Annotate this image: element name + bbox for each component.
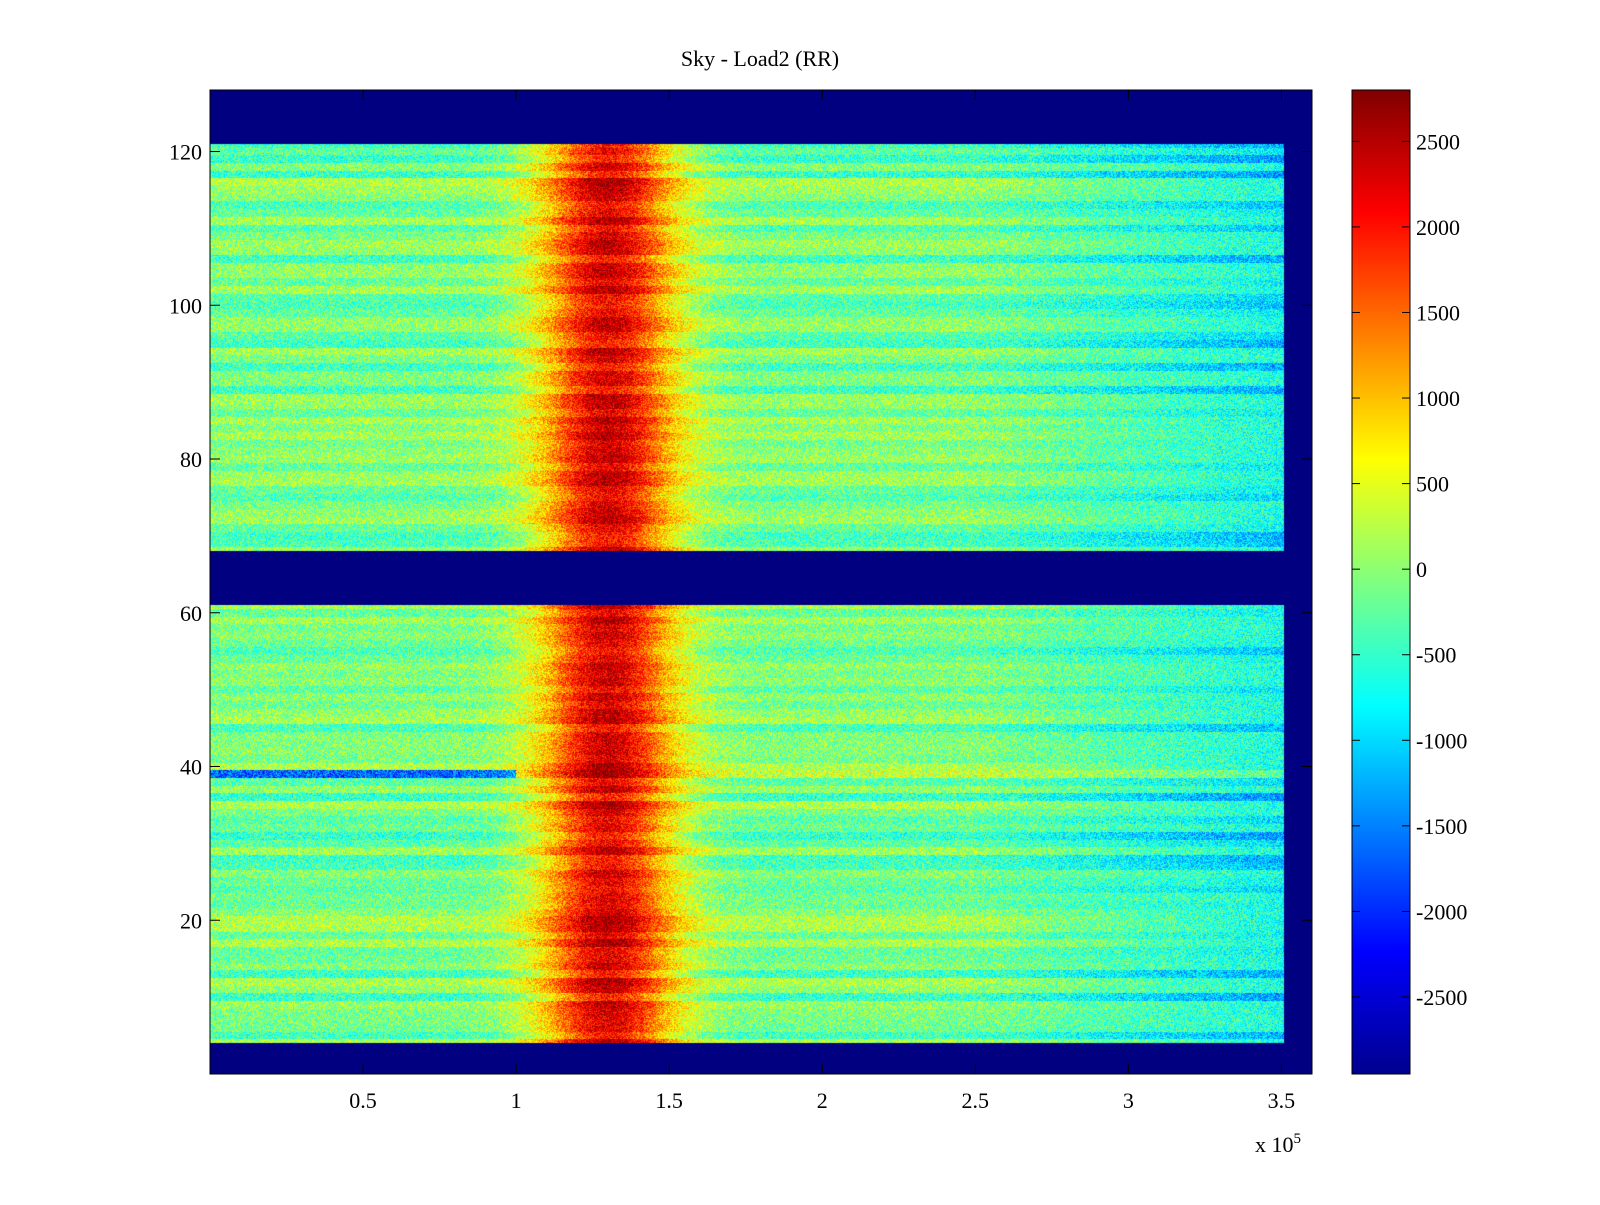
y-tick-label: 100 [169,293,202,318]
x-axis: 0.5 1 1.5 2 2.5 3 3.5 [349,90,1295,1113]
x-tick-label: 1 [511,1088,522,1113]
x-axis-multiplier-base: x 10 [1255,1132,1294,1157]
colorbar-tick-label: -2000 [1416,899,1467,924]
x-tick-label: 2 [817,1088,828,1113]
colorbar-tick-label: 1000 [1416,386,1460,411]
y-tick-label: 20 [180,908,202,933]
colorbar-tick-label: 0 [1416,557,1427,582]
colorbar-tick-label: 1500 [1416,300,1460,325]
chart-title: Sky - Load2 (RR) [681,46,839,71]
y-axis: 20 40 60 80 100 120 [169,140,1312,933]
colorbar-tick-label: 2000 [1416,215,1460,240]
x-tick-label: 1.5 [655,1088,683,1113]
colorbar-tick-label: -500 [1416,643,1456,668]
x-tick-label: 3.5 [1268,1088,1296,1113]
y-tick-label: 40 [180,755,202,780]
heatmap-plot-area [210,90,1312,1074]
colorbar-tick-label: -1500 [1416,814,1467,839]
axes-frame [209,89,1313,1075]
colorbar-axis: 2500 2000 1500 1000 500 0 -500 -1000 -1500 -2000 -… [1352,129,1467,1010]
x-tick-label: 0.5 [349,1088,377,1113]
y-tick-label: 80 [180,447,202,472]
heatmap-image [210,90,1312,1074]
colorbar-tick-label: -2500 [1416,985,1467,1010]
colorbar-tick-label: 500 [1416,472,1449,497]
colorbar-tick-label: 2500 [1416,129,1460,154]
colorbar [1351,89,1411,1075]
x-tick-label: 2.5 [962,1088,990,1113]
x-axis-multiplier-exponent: 5 [1294,1131,1302,1147]
y-tick-label: 120 [169,140,202,165]
colorbar-tick-label: -1000 [1416,728,1467,753]
y-tick-label: 60 [180,601,202,626]
x-axis-multiplier: x 105 [1255,1131,1301,1157]
x-tick-label: 3 [1123,1088,1134,1113]
